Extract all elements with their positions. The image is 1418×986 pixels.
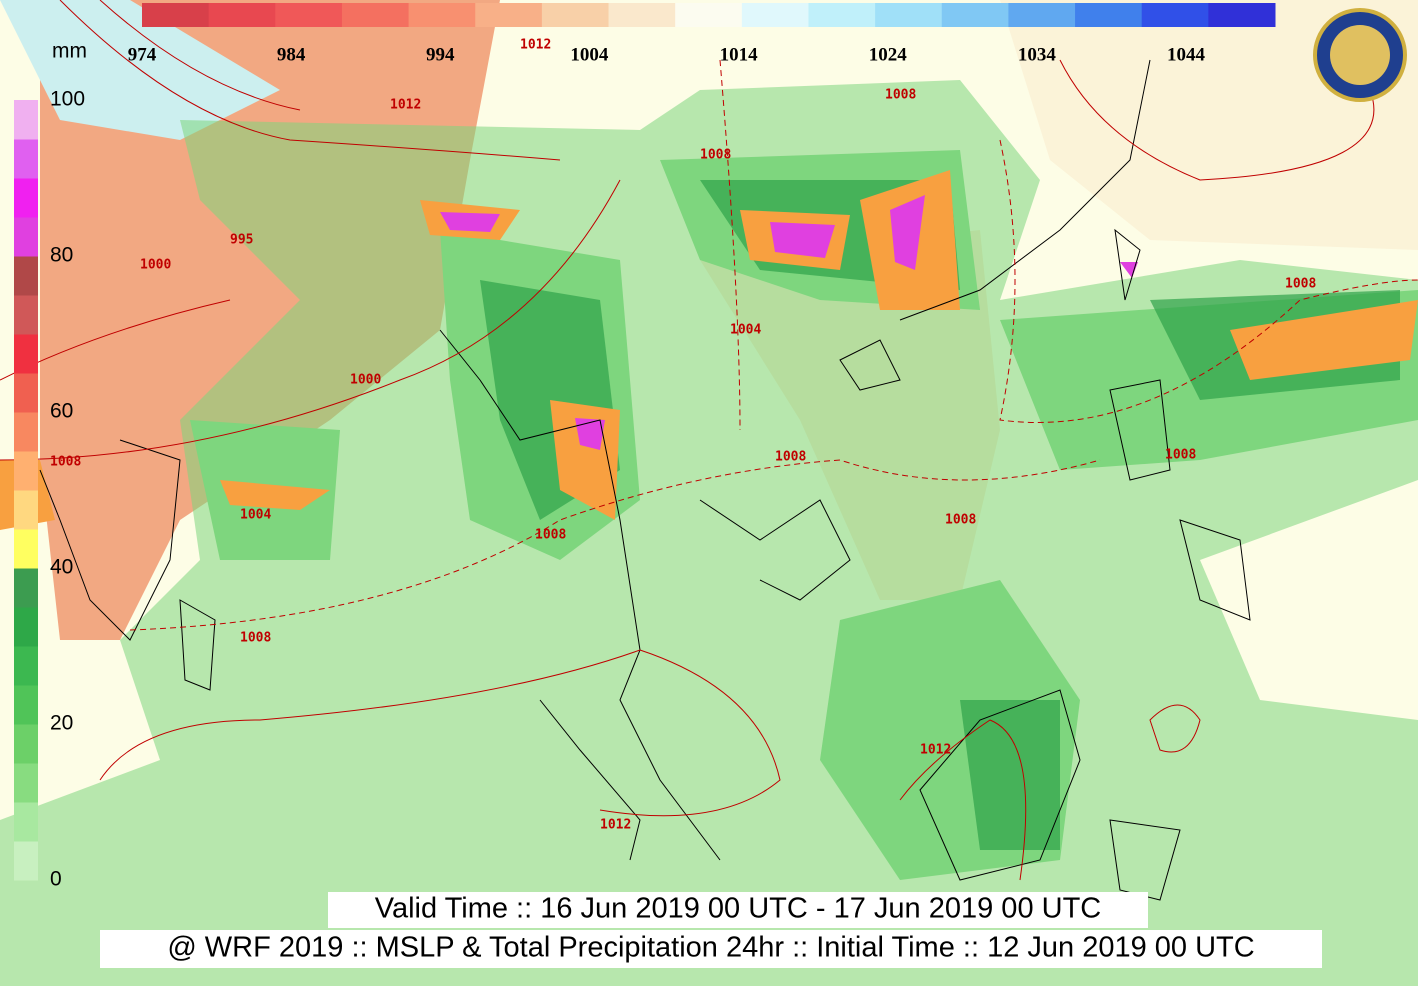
precip-swatch <box>14 295 38 335</box>
precip-swatch <box>14 373 38 413</box>
precip-swatch <box>14 802 38 842</box>
precip-swatch <box>14 607 38 647</box>
isobar-label: 1000 <box>140 258 171 273</box>
isobar-label: 1008 <box>775 450 806 465</box>
isobar-label: 1008 <box>885 88 916 103</box>
precip-tick-label: 0 <box>50 868 62 891</box>
precip-swatch <box>14 256 38 296</box>
pressure-swatch <box>741 3 809 27</box>
precip-unit: mm <box>52 40 87 63</box>
pressure-swatch <box>941 3 1009 27</box>
isobar-label: 995 <box>230 233 253 248</box>
pressure-swatch <box>475 3 543 27</box>
pressure-label: 994 <box>426 44 455 65</box>
precip-swatch <box>14 451 38 491</box>
precip-scale: 0 20 40 60 80 100 <box>14 88 85 891</box>
precip-swatch <box>14 490 38 530</box>
isobar-label: 1004 <box>240 508 271 523</box>
isobar-label: 1012 <box>390 98 421 113</box>
precip-tick-label: 80 <box>50 244 73 267</box>
valid-time: Valid Time :: 16 Jun 2019 00 UTC - 17 Ju… <box>375 893 1101 925</box>
isobar-label: 1008 <box>1285 277 1316 292</box>
pressure-swatch <box>408 3 476 27</box>
isobar-label: 1008 <box>700 148 731 163</box>
pressure-swatch <box>1008 3 1076 27</box>
pressure-swatch <box>675 3 743 27</box>
isobar-label: 1004 <box>730 323 761 338</box>
isobar-label: 1012 <box>520 38 551 53</box>
pressure-swatch <box>341 3 410 27</box>
rain-extreme <box>440 195 1138 450</box>
pressure-label: 1034 <box>1018 44 1057 65</box>
pressure-area <box>1000 0 1418 250</box>
pressure-label: 1024 <box>869 44 908 65</box>
pressure-swatch <box>208 3 276 27</box>
pressure-swatch <box>808 3 876 27</box>
pressure-swatch <box>541 3 610 27</box>
precip-tick-label: 100 <box>50 88 85 111</box>
pressure-swatch <box>1208 3 1276 27</box>
precip-swatch <box>14 529 38 569</box>
isobar-label: 1008 <box>50 455 81 470</box>
isobar-label: 1008 <box>1165 448 1196 463</box>
precip-swatch <box>14 763 38 803</box>
precip-tick-label: 20 <box>50 712 73 735</box>
isobar <box>0 0 1418 881</box>
isobar-label: 1012 <box>600 818 631 833</box>
precip-swatch <box>14 685 38 725</box>
pressure-swatch <box>275 3 343 27</box>
coastline <box>39 59 1251 901</box>
caption-bg <box>328 892 1148 928</box>
precip-swatch <box>14 217 38 257</box>
pressure-label: 984 <box>277 44 306 65</box>
precip-swatch <box>14 646 38 686</box>
caption-bg <box>100 930 1322 968</box>
isobar-label: 1012 <box>920 743 951 758</box>
pressure-label: 1004 <box>570 44 609 65</box>
precip-swatch <box>14 100 38 140</box>
precip-swatch <box>14 334 38 374</box>
pressure-label: 1044 <box>1167 44 1206 65</box>
pressure-label: 1014 <box>720 44 759 65</box>
isobar-label: 1008 <box>945 513 976 528</box>
precip-tick-label: 60 <box>50 400 73 423</box>
pressure-scale: 974 984 994 1004 1014 1024 1034 1044 <box>128 3 1276 65</box>
precip-swatch <box>14 724 38 764</box>
pressure-swatch <box>875 3 943 27</box>
logo <box>1313 8 1407 102</box>
precip-swatch <box>14 568 38 608</box>
isobar-labels: 1012 1012 1008 995 1000 1000 1004 1008 1… <box>50 38 1316 833</box>
pressure-label: 974 <box>128 44 157 65</box>
precip-swatch <box>14 139 38 179</box>
precip-swatch <box>14 412 38 452</box>
model-info: @ WRF 2019 :: MSLP & Total Precipitation… <box>167 932 1254 964</box>
isobar-label: 1000 <box>350 373 381 388</box>
pressure-swatch <box>142 3 210 27</box>
pressure-swatch <box>1141 3 1209 27</box>
isobar-label: 1008 <box>240 631 271 646</box>
precip-tick-label: 40 <box>50 556 73 579</box>
pressure-swatch <box>608 3 676 27</box>
precip-swatch <box>14 178 38 218</box>
isobar-label: 1008 <box>535 528 566 543</box>
pressure-swatch <box>1075 3 1143 27</box>
precip-swatch <box>14 841 38 881</box>
